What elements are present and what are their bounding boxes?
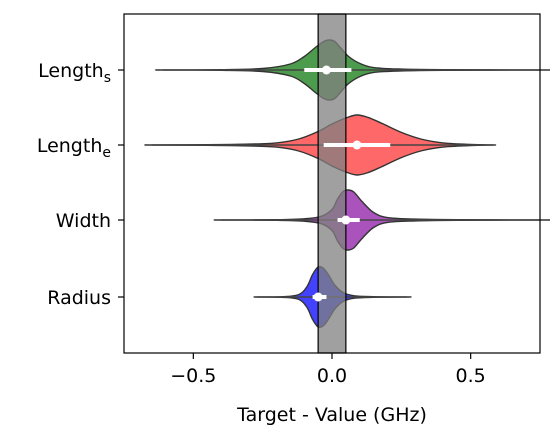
x-tick-label: −0.5 [170, 365, 216, 387]
x-tick-label: 0.0 [317, 365, 347, 387]
median-point-radius [313, 292, 323, 302]
x-tick-label: 0.5 [456, 365, 486, 387]
axes: −0.5 0.0 0.5 Lengths Lengthe Width Radius [37, 60, 486, 387]
x-axis-label: Target - Value (GHz) [236, 404, 427, 426]
plot-area [144, 13, 550, 354]
category-label: Width [56, 210, 111, 232]
category-label: Lengths [38, 60, 111, 86]
category-label: Radius [47, 287, 111, 309]
median-point-width [341, 215, 351, 225]
category-label: Lengthe [37, 135, 111, 161]
reference-band [317, 13, 347, 354]
median-point-length-e [352, 140, 362, 150]
median-point-length-s [321, 65, 331, 75]
